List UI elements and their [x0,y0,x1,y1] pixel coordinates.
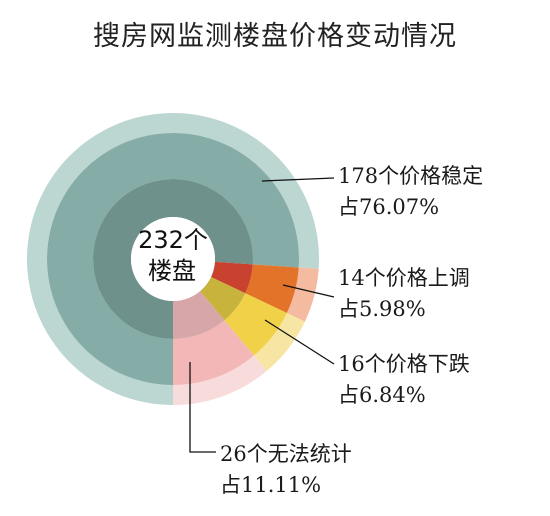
slice-0-inner-ring [92,179,254,339]
leader-lines [189,177,335,453]
slice-percent-0: 占76.07% [338,195,440,219]
leader-line-2 [264,319,335,365]
slice-percent-1: 占5.98% [338,297,426,321]
slice-3-outer-ring [173,355,267,405]
donut-rings [26,112,319,405]
slice-percent-3: 占11.11% [220,473,322,497]
center-label-unit: 楼盘 [148,257,196,285]
center-label-count: 232个 [138,226,208,254]
leader-line-1 [282,284,335,298]
slice-label-0: 178个价格稳定 [338,164,484,188]
chart-title: 搜房网监测楼盘价格变动情况 [93,21,457,52]
slice-2-outer-ring [253,313,305,371]
slice-percent-2: 占6.84% [338,383,426,407]
center-hole [131,217,215,301]
slice-label-1: 14个价格上调 [338,266,470,290]
leader-line-3 [189,362,216,453]
slice-1-outer-ring [286,267,319,322]
slice-1-inner-ring [210,261,253,294]
slice-3-inner-ring [173,291,225,339]
slice-0-middle-ring [47,133,300,385]
slice-2-inner-ring [199,277,246,321]
slice-label-3: 26个无法统计 [220,442,352,466]
slice-3-middle-ring [173,320,254,386]
slice-label-2: 16个价格下跌 [338,352,470,376]
slice-1-middle-ring [245,264,299,314]
slice-2-middle-ring [224,293,287,356]
leader-line-0 [261,177,335,182]
